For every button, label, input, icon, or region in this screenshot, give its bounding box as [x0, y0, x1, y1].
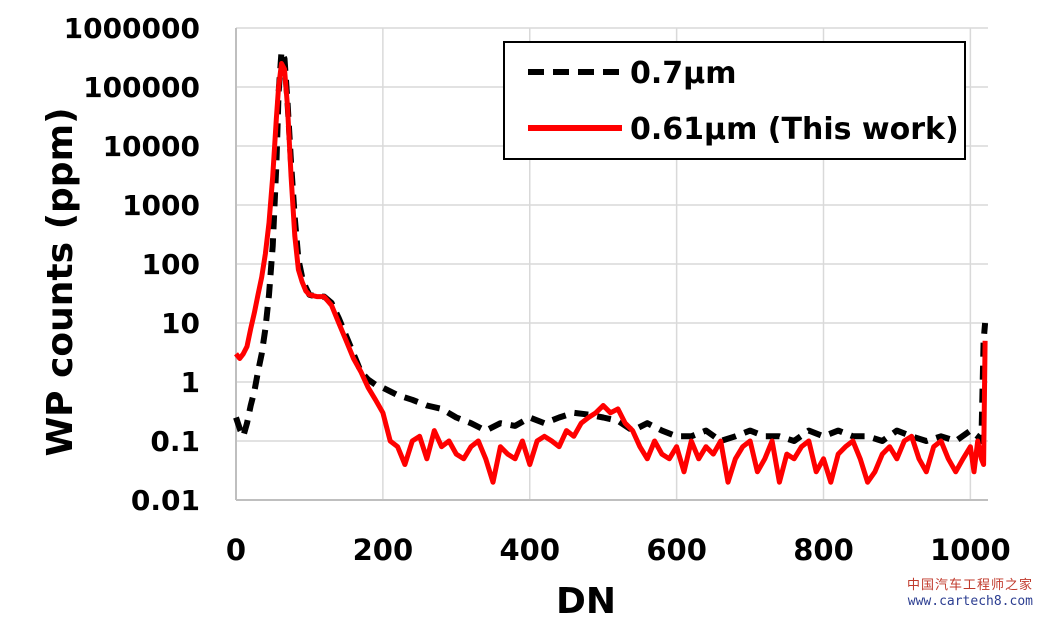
- series-line-2: [234, 61, 988, 485]
- y-axis-title: WP counts (ppm): [40, 107, 81, 456]
- y-tick-labels: 0.01 0.1 1 10 100 1000 10000 100000 1000000: [64, 12, 200, 517]
- legend-box: [503, 41, 966, 160]
- y-tick-label: 100: [142, 248, 200, 281]
- watermark-line-2: www.cartech8.com: [907, 593, 1033, 609]
- series-line-1: [233, 48, 989, 444]
- y-tick-label: 0.1: [150, 425, 200, 458]
- x-tick-label: 400: [499, 533, 560, 567]
- x-tick-label: 800: [793, 533, 854, 567]
- y-tick-label: 1: [181, 366, 200, 399]
- y-tick-label: 1000000: [64, 12, 200, 45]
- y-tick-label: 10: [161, 307, 200, 340]
- x-tick-label: 0: [226, 533, 246, 567]
- watermark-line-1: 中国汽车工程师之家: [906, 577, 1033, 593]
- y-tick-label: 100000: [83, 71, 200, 104]
- x-tick-label: 600: [646, 533, 707, 567]
- x-tick-label: 200: [353, 533, 414, 567]
- x-tick-labels: 0 200 400 600 800 1000: [226, 533, 1011, 567]
- y-tick-label: 1000: [122, 189, 200, 222]
- watermark: 中国汽车工程师之家 www.cartech8.com: [907, 578, 1033, 611]
- y-tick-label: 10000: [103, 130, 200, 163]
- legend: 0.7μm 0.61μm (This work): [503, 41, 966, 160]
- legend-label-series-2: 0.61μm (This work): [630, 112, 959, 147]
- y-tick-label: 0.01: [131, 484, 200, 517]
- x-axis-title: DN: [556, 581, 616, 618]
- data-series: [233, 48, 989, 485]
- legend-label-series-1: 0.7μm: [630, 56, 736, 91]
- x-tick-label: 1000: [930, 533, 1011, 567]
